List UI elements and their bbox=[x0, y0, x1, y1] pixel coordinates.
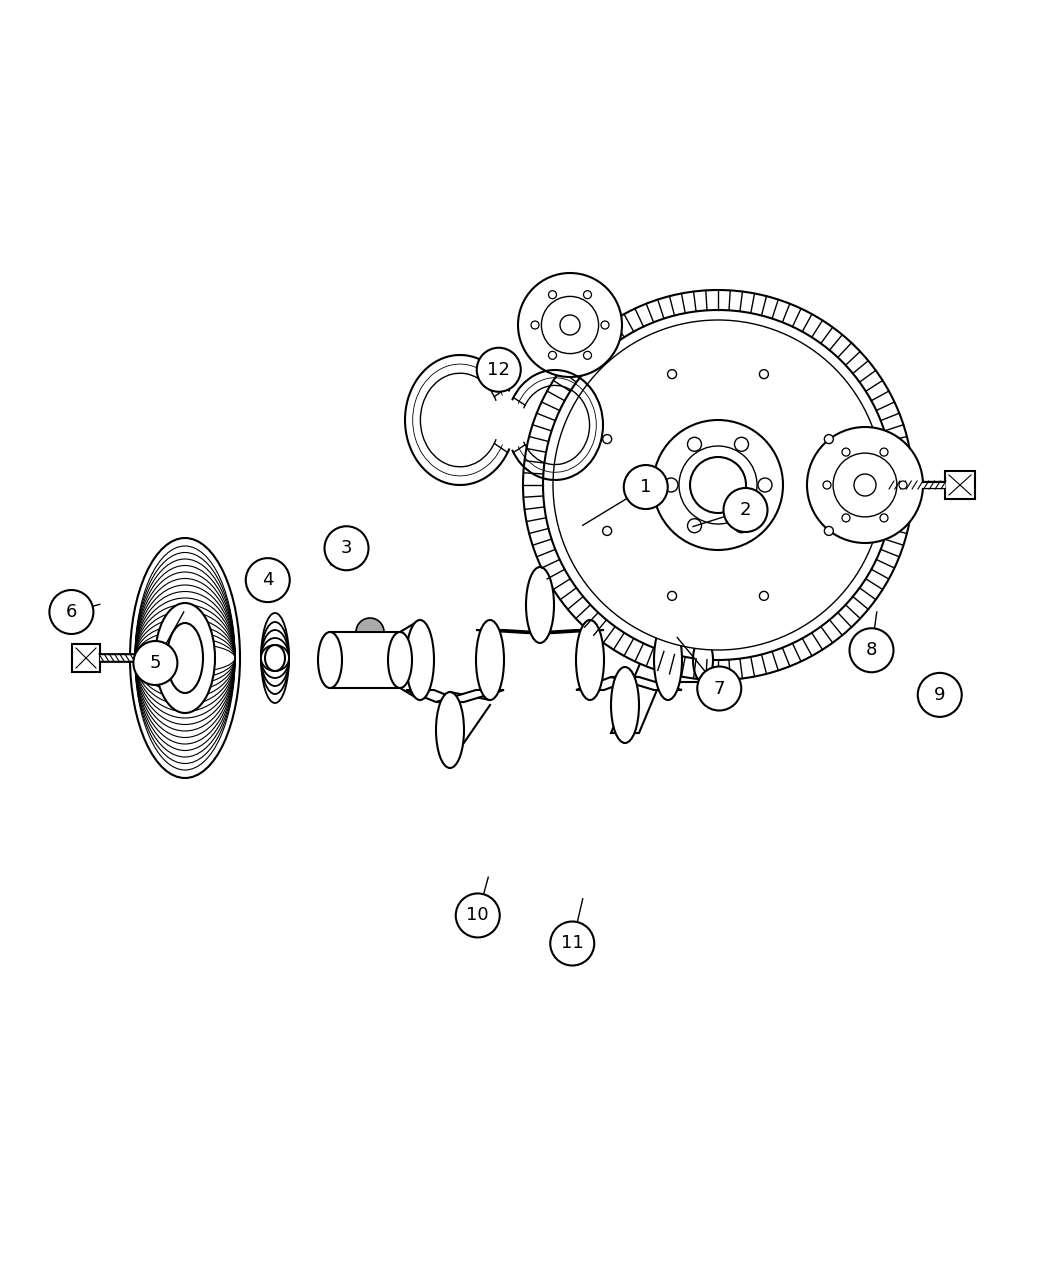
Ellipse shape bbox=[155, 603, 215, 713]
Ellipse shape bbox=[130, 538, 240, 778]
Ellipse shape bbox=[560, 315, 580, 335]
Ellipse shape bbox=[576, 620, 604, 700]
Ellipse shape bbox=[735, 437, 749, 451]
Polygon shape bbox=[526, 630, 604, 632]
Ellipse shape bbox=[679, 446, 757, 524]
Ellipse shape bbox=[668, 370, 676, 379]
Ellipse shape bbox=[261, 613, 289, 703]
Text: 1: 1 bbox=[640, 478, 651, 496]
Ellipse shape bbox=[261, 622, 289, 694]
Circle shape bbox=[324, 527, 369, 570]
Text: 10: 10 bbox=[466, 907, 489, 924]
Text: 3: 3 bbox=[341, 539, 352, 557]
Ellipse shape bbox=[854, 474, 876, 496]
Ellipse shape bbox=[807, 427, 923, 543]
Ellipse shape bbox=[542, 296, 598, 353]
Ellipse shape bbox=[167, 623, 203, 694]
Circle shape bbox=[697, 667, 741, 710]
Circle shape bbox=[550, 922, 594, 965]
Ellipse shape bbox=[603, 527, 612, 535]
Text: 9: 9 bbox=[934, 686, 945, 704]
Polygon shape bbox=[406, 690, 464, 703]
Ellipse shape bbox=[823, 481, 831, 490]
Bar bbox=[945, 470, 975, 499]
Text: 8: 8 bbox=[866, 641, 877, 659]
Ellipse shape bbox=[543, 310, 892, 660]
Ellipse shape bbox=[824, 527, 834, 535]
Ellipse shape bbox=[758, 478, 772, 492]
Ellipse shape bbox=[548, 352, 556, 360]
Polygon shape bbox=[611, 677, 682, 690]
Wedge shape bbox=[356, 618, 384, 632]
Ellipse shape bbox=[476, 620, 504, 700]
Circle shape bbox=[246, 558, 290, 602]
Ellipse shape bbox=[436, 692, 464, 768]
Circle shape bbox=[133, 641, 177, 685]
Ellipse shape bbox=[265, 645, 285, 671]
Ellipse shape bbox=[668, 592, 676, 601]
Ellipse shape bbox=[261, 638, 289, 678]
Ellipse shape bbox=[523, 289, 914, 680]
Ellipse shape bbox=[518, 273, 622, 377]
Circle shape bbox=[918, 673, 962, 717]
Ellipse shape bbox=[664, 478, 678, 492]
Polygon shape bbox=[611, 630, 682, 733]
Circle shape bbox=[723, 488, 768, 532]
Ellipse shape bbox=[880, 448, 888, 456]
Ellipse shape bbox=[880, 514, 888, 521]
Ellipse shape bbox=[688, 437, 701, 451]
Ellipse shape bbox=[842, 514, 850, 521]
Circle shape bbox=[849, 629, 894, 672]
Ellipse shape bbox=[584, 291, 591, 298]
Circle shape bbox=[49, 590, 93, 634]
Ellipse shape bbox=[406, 620, 434, 700]
Ellipse shape bbox=[899, 481, 907, 490]
Ellipse shape bbox=[611, 667, 639, 743]
Ellipse shape bbox=[759, 370, 769, 379]
Circle shape bbox=[477, 348, 521, 391]
Ellipse shape bbox=[735, 519, 749, 533]
Text: 6: 6 bbox=[66, 603, 77, 621]
Text: 11: 11 bbox=[561, 935, 584, 952]
Text: 2: 2 bbox=[740, 501, 751, 519]
Text: 7: 7 bbox=[714, 680, 724, 697]
Text: 5: 5 bbox=[150, 654, 161, 672]
Ellipse shape bbox=[553, 320, 883, 650]
Ellipse shape bbox=[548, 291, 556, 298]
Ellipse shape bbox=[654, 620, 682, 700]
Ellipse shape bbox=[653, 419, 783, 550]
Ellipse shape bbox=[261, 645, 289, 671]
Ellipse shape bbox=[842, 448, 850, 456]
Text: 12: 12 bbox=[487, 361, 510, 379]
Text: 4: 4 bbox=[262, 571, 273, 589]
Ellipse shape bbox=[318, 632, 342, 688]
Ellipse shape bbox=[824, 435, 834, 444]
Ellipse shape bbox=[584, 352, 591, 360]
Ellipse shape bbox=[690, 456, 746, 513]
Bar bbox=[330, 632, 400, 688]
Ellipse shape bbox=[601, 321, 609, 329]
Ellipse shape bbox=[759, 592, 769, 601]
Ellipse shape bbox=[603, 435, 612, 444]
Ellipse shape bbox=[833, 453, 897, 516]
Ellipse shape bbox=[688, 519, 701, 533]
Ellipse shape bbox=[261, 630, 289, 686]
Polygon shape bbox=[576, 677, 639, 690]
Ellipse shape bbox=[693, 638, 713, 682]
Ellipse shape bbox=[531, 321, 539, 329]
Ellipse shape bbox=[388, 632, 412, 688]
Bar bbox=[72, 644, 100, 672]
Circle shape bbox=[624, 465, 668, 509]
Ellipse shape bbox=[526, 567, 554, 643]
Circle shape bbox=[456, 894, 500, 937]
Polygon shape bbox=[476, 630, 554, 632]
Polygon shape bbox=[436, 690, 504, 703]
